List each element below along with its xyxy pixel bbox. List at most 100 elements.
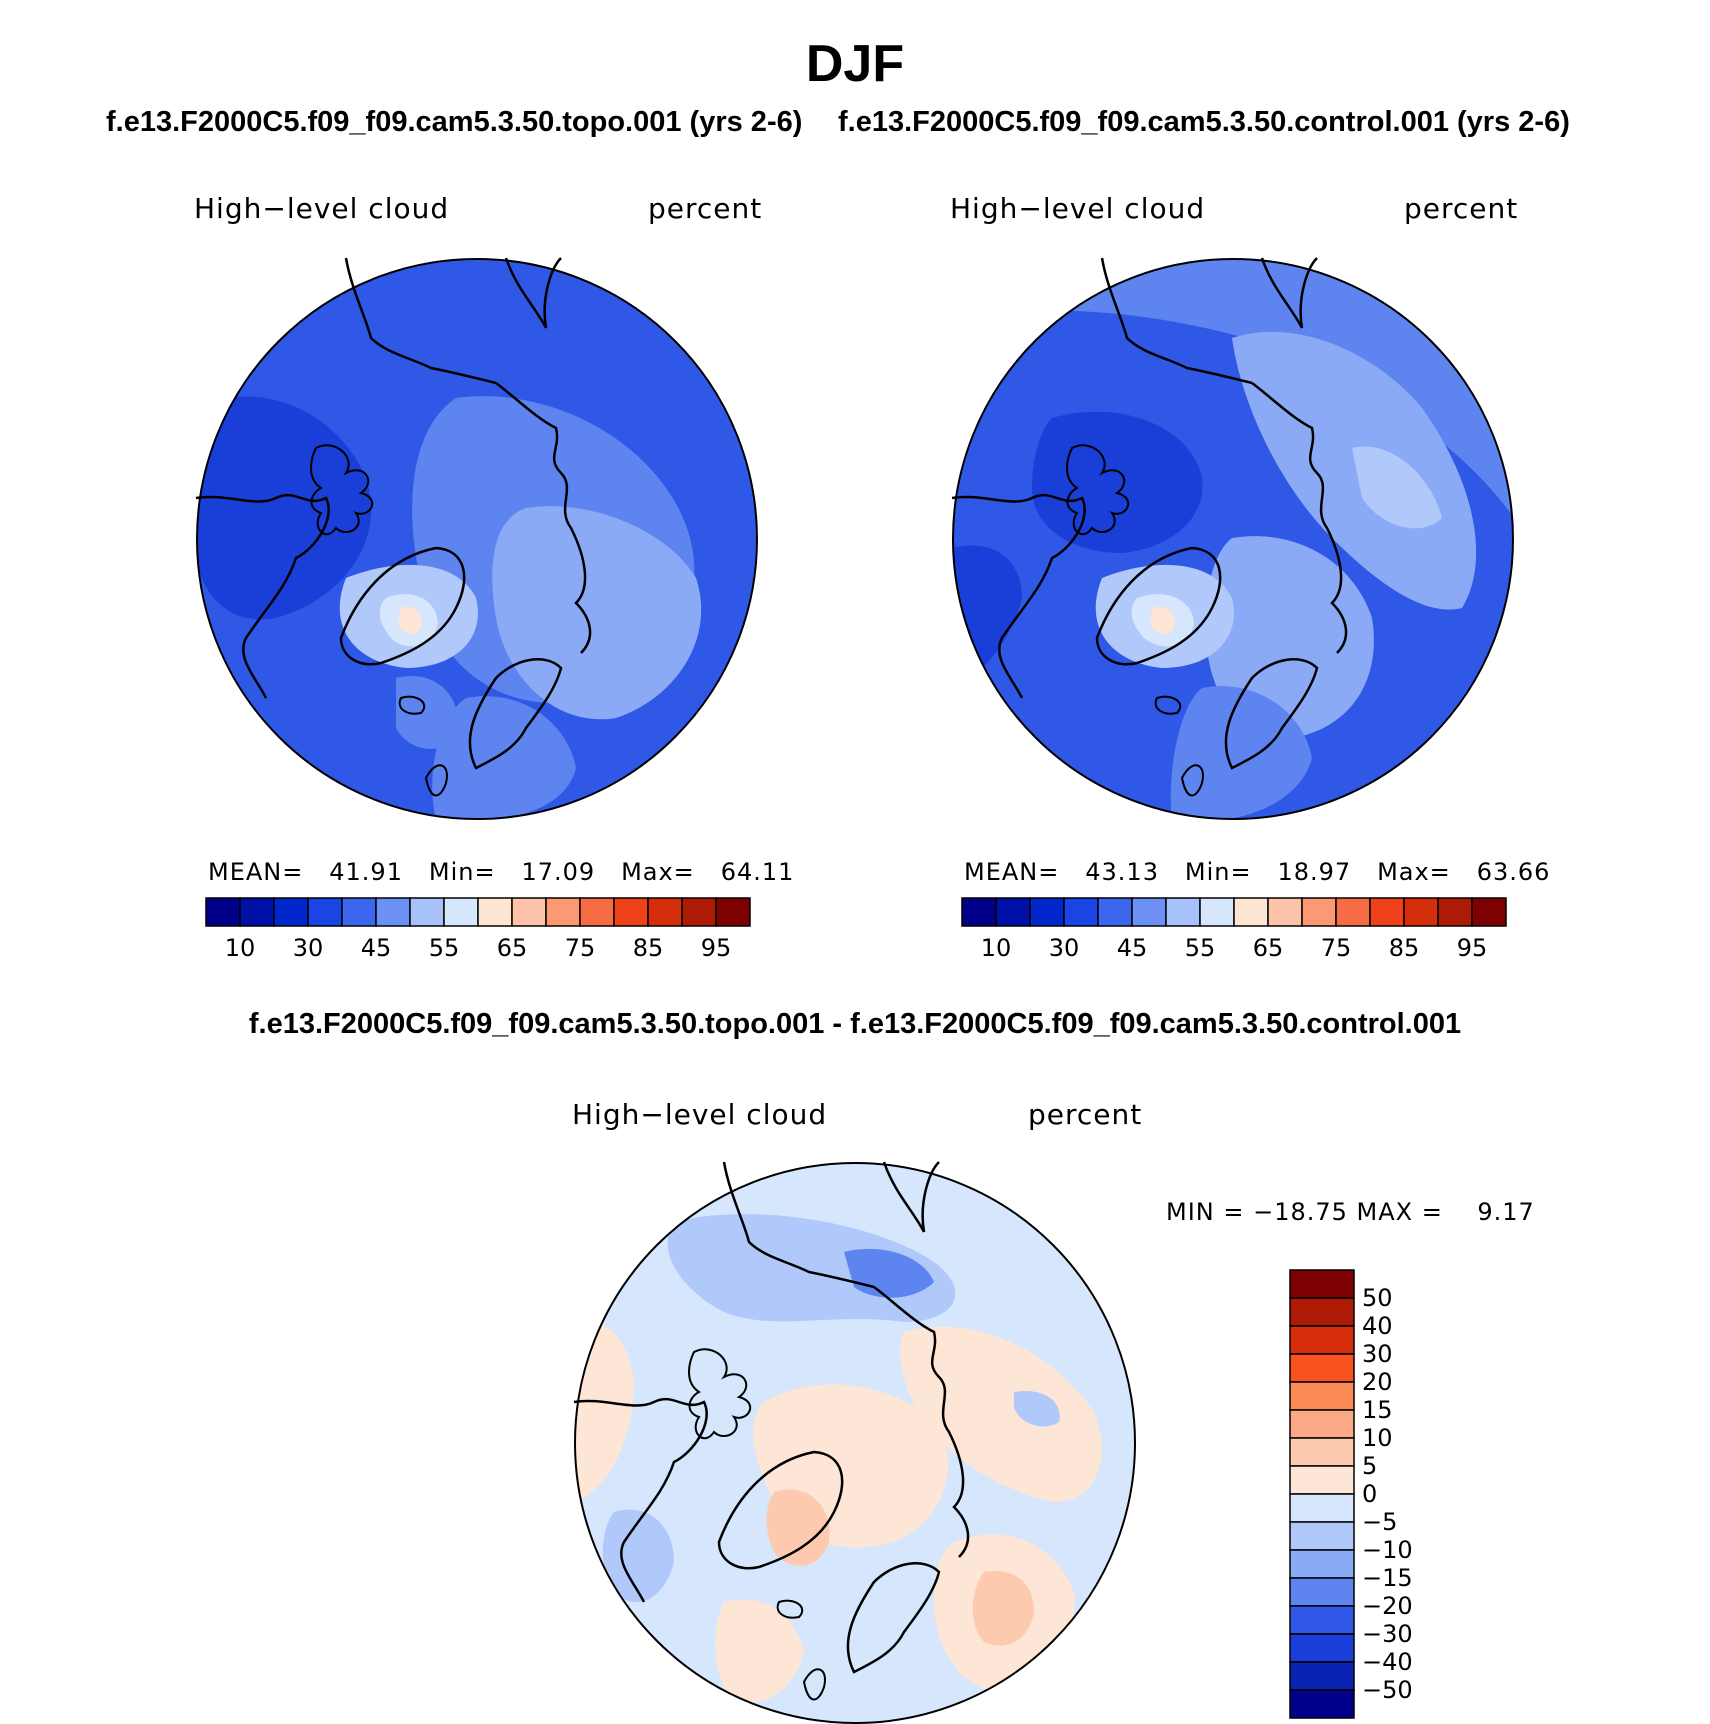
panel-2-colorbar-tick-label: 85 <box>1388 934 1420 962</box>
panel-1-mean-value: 41.91 <box>329 858 403 886</box>
panel-1-colorbar-ticks: 10 30 45 55 65 75 85 95 <box>206 934 750 964</box>
difference-field-north-america-negative <box>602 1509 674 1602</box>
panel-1-coastline-scandinavia <box>468 658 563 770</box>
difference-colorbar-swatch <box>1289 1269 1355 1299</box>
panel-2-coastline-canadian-archipelago <box>1066 444 1130 536</box>
difference-colorbar-swatch <box>1289 1297 1355 1327</box>
panel-1-colorbar-swatch <box>307 897 343 927</box>
panel-1-colorbar-swatch <box>409 897 445 927</box>
panel-1-colorbar-tick-label: 30 <box>292 934 324 962</box>
difference-coastline-siberia <box>873 1286 970 1558</box>
difference-units-label: percent <box>1028 1098 1143 1131</box>
difference-colorbar-swatch <box>1289 1493 1355 1523</box>
panel-1-coastline-siberia <box>495 382 592 654</box>
difference-coastline-iceland <box>776 1599 804 1619</box>
panel-1-colorbar-tick-label: 85 <box>632 934 664 962</box>
panel-2-colorbar-swatch <box>1165 897 1201 927</box>
panel-2-max-value: 63.66 <box>1476 858 1551 886</box>
difference-colorbar-swatch <box>1289 1409 1355 1439</box>
difference-colorbar-tick-label: −10 <box>1362 1536 1413 1564</box>
panel-1-case-title: f.e13.F2000C5.f09_f09.cam5.3.50.topo.001… <box>106 106 803 138</box>
panel-1-units-label: percent <box>648 192 763 225</box>
panel-2-coastline-iceland <box>1154 695 1182 715</box>
panel-2-colorbar-swatch <box>1369 897 1405 927</box>
panel-1-colorbar-tick-label: 55 <box>428 934 460 962</box>
difference-colorbar-swatch <box>1289 1661 1355 1691</box>
difference-colorbar-swatch <box>1289 1605 1355 1635</box>
panel-1-coastline-greenland <box>339 546 466 666</box>
panel-1-polar-map <box>195 257 758 820</box>
panel-1-colorbar-tick-label: 10 <box>224 934 256 962</box>
panel-1-colorbar-swatch <box>579 897 615 927</box>
difference-colorbar-swatch <box>1289 1353 1355 1383</box>
difference-coastline-scandinavia <box>846 1562 941 1674</box>
panel-1-colorbar-swatch <box>477 897 513 927</box>
difference-colorbar-swatch <box>1289 1633 1355 1663</box>
panel-2-colorbar-swatch <box>1063 897 1099 927</box>
difference-colorbar-tick-label: −40 <box>1362 1648 1413 1676</box>
panel-2-colorbar-swatch <box>961 897 997 927</box>
panel-2-field-siberia-light <box>1352 446 1442 529</box>
difference-colorbar-swatch <box>1289 1325 1355 1355</box>
panel-2-min-value: 18.97 <box>1277 858 1352 886</box>
panel-2-field-europe <box>1170 686 1312 819</box>
panel-2-mean-value: 43.13 <box>1085 858 1159 886</box>
panel-2-colorbar <box>961 897 1507 927</box>
panel-2-stats: MEAN= 43.13 Min= 18.97 Max= 63.66 <box>964 858 1550 886</box>
panel-2-colorbar-tick-label: 10 <box>980 934 1012 962</box>
difference-colorbar-tick-label: 15 <box>1362 1396 1393 1424</box>
panel-1-colorbar-tick-label: 65 <box>496 934 528 962</box>
panel-2-colorbar-swatch <box>1403 897 1439 927</box>
panel-2-colorbar-swatch <box>1029 897 1065 927</box>
panel-1-colorbar-tick-label: 95 <box>700 934 732 962</box>
panel-2-colorbar-swatch <box>1437 897 1473 927</box>
difference-colorbar-tick-label: 30 <box>1362 1340 1393 1368</box>
panel-2-colorbar-swatch <box>1335 897 1371 927</box>
panel-1-colorbar-tick-label: 45 <box>360 934 392 962</box>
difference-colorbar-tick-label: −15 <box>1362 1564 1413 1592</box>
panel-1-min-label: Min= <box>428 858 496 886</box>
panel-2-colorbar-swatch <box>1471 897 1507 927</box>
panel-1-coastline-alaska <box>344 257 497 385</box>
panel-2-colorbar-swatch <box>995 897 1031 927</box>
difference-coastline-kamchatka <box>882 1161 940 1233</box>
panel-2-units-label: percent <box>1404 192 1519 225</box>
panel-2-colorbar-tick-label: 55 <box>1184 934 1216 962</box>
difference-colorbar-swatch <box>1289 1689 1355 1719</box>
panel-2-colorbar-tick-label: 45 <box>1116 934 1148 962</box>
panel-1-coastline-british-isles <box>424 764 448 797</box>
difference-colorbar-swatch <box>1289 1521 1355 1551</box>
panel-1-colorbar <box>205 897 751 927</box>
difference-colorbar-swatch <box>1289 1381 1355 1411</box>
difference-field-greenland-positive <box>766 1489 830 1566</box>
panel-1-colorbar-swatch <box>647 897 683 927</box>
panel-2-coastline-alaska <box>1100 257 1253 385</box>
panel-2-coastline-greenland <box>1095 546 1222 666</box>
panel-1-max-value: 64.11 <box>720 858 795 886</box>
panel-2-colorbar-tick-label: 65 <box>1252 934 1284 962</box>
panel-1-colorbar-swatch <box>341 897 377 927</box>
difference-field-west-positive <box>575 1320 634 1502</box>
panel-2-mean-label: MEAN= <box>964 858 1060 886</box>
panel-1-colorbar-swatch <box>205 897 241 927</box>
panel-1-field-greenland-peak <box>398 606 422 634</box>
panel-2-colorbar-swatch <box>1301 897 1337 927</box>
panel-2-coastline-scandinavia <box>1224 658 1319 770</box>
difference-colorbar-swatch <box>1289 1437 1355 1467</box>
panel-2-colorbar-swatch <box>1131 897 1167 927</box>
difference-title: f.e13.F2000C5.f09_f09.cam5.3.50.topo.001… <box>248 1008 1462 1040</box>
panel-2-coastline-kamchatka <box>1260 257 1318 329</box>
panel-1-variable-label: High−level cloud <box>194 192 450 225</box>
difference-colorbar-ticks: 50 40 30 20 15 10 5 0 −5 −10 −15 −20 −30 −40 −50 <box>1362 1270 1452 1718</box>
panel-1-colorbar-swatch <box>613 897 649 927</box>
difference-colorbar-tick-label: 5 <box>1362 1452 1378 1480</box>
panel-2-map-border <box>952 258 1514 820</box>
panel-2-colorbar-ticks: 10 30 45 55 65 75 85 95 <box>962 934 1506 964</box>
panel-1-colorbar-swatch <box>545 897 581 927</box>
panel-2-colorbar-swatch <box>1267 897 1303 927</box>
panel-1-field-north-atlantic <box>396 676 458 749</box>
panel-1-field-north-america <box>197 396 372 620</box>
panel-1-colorbar-swatch <box>681 897 717 927</box>
panel-1-colorbar-swatch <box>375 897 411 927</box>
panel-1-field-europe <box>432 696 576 819</box>
